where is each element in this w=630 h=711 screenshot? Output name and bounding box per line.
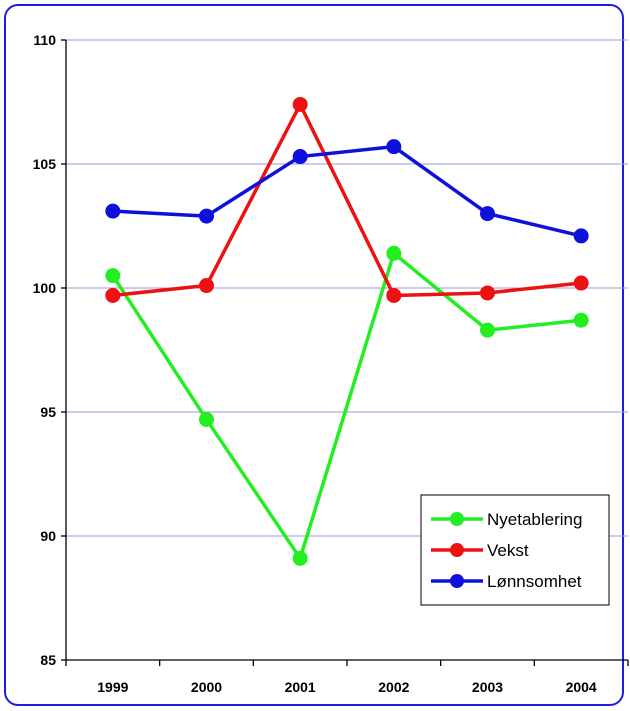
y-tick-label-90: 90: [40, 528, 56, 544]
series-2-point-2001: [292, 149, 308, 165]
series-2-point-2004: [573, 228, 589, 244]
series-0-point-2003: [480, 322, 495, 338]
legend-marker-1: [450, 543, 464, 557]
y-tick-label-100: 100: [33, 280, 57, 296]
y-tick-label-110: 110: [33, 32, 56, 48]
legend-label-0: Nyetablering: [487, 510, 582, 529]
series-0-point-1999: [105, 268, 121, 284]
series-1-point-2003: [480, 285, 495, 301]
series-1-point-2002: [386, 287, 402, 303]
series-line-0: [111, 251, 582, 561]
series-1-point-2001: [292, 96, 308, 112]
series-0-point-2004: [573, 312, 589, 328]
series-2-point-1999: [105, 203, 121, 219]
x-tick-label-2000: 2000: [191, 679, 222, 695]
x-tick-label-2003: 2003: [472, 679, 503, 695]
x-tick-label-2002: 2002: [378, 679, 409, 695]
x-tick-label-1999: 1999: [97, 679, 128, 695]
series-1-point-1999: [105, 287, 121, 303]
legend-label-1: Vekst: [487, 541, 529, 560]
legend-marker-2: [450, 574, 464, 588]
series-2-point-2003: [480, 206, 495, 222]
series-0-point-2000: [199, 411, 214, 427]
series-line-2: [112, 144, 582, 238]
series-1-point-2004: [573, 275, 589, 291]
series-0-point-2002: [386, 245, 402, 261]
legend-marker-0: [450, 512, 464, 526]
x-tick-label-2001: 2001: [285, 679, 316, 695]
series-0-point-2001: [292, 550, 308, 566]
series-2-point-2000: [199, 208, 214, 224]
series-2-point-2002: [386, 139, 402, 155]
legend-label-2: Lønnsomhet: [487, 572, 582, 591]
y-tick-label-85: 85: [40, 652, 56, 668]
series-line-1: [112, 102, 582, 298]
y-tick-label-105: 105: [33, 156, 57, 172]
y-tick-label-95: 95: [40, 404, 56, 420]
series-1-point-2000: [199, 278, 214, 294]
x-tick-label-2004: 2004: [566, 679, 597, 695]
